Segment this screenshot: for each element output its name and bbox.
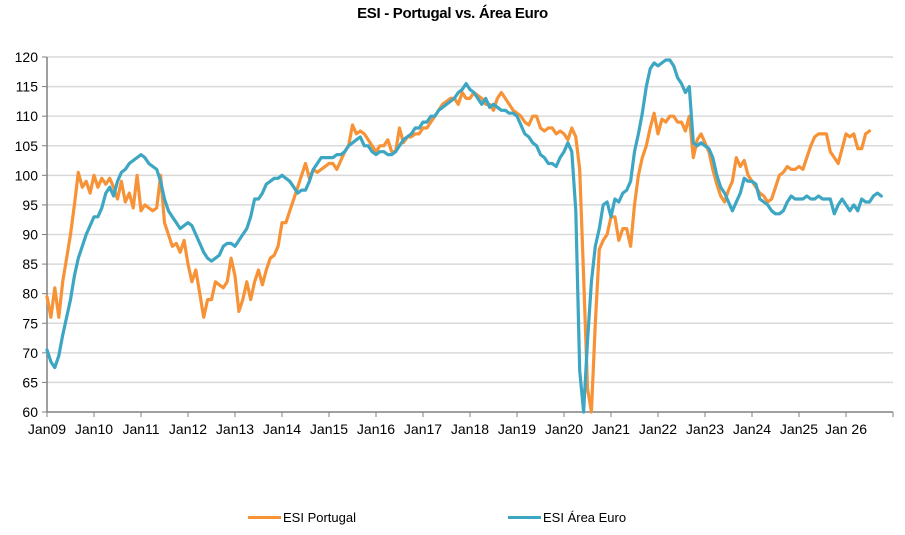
y-tick-label: 90 [22,227,38,243]
legend-swatch-euro [508,516,541,519]
y-tick-label: 105 [15,138,39,154]
y-tick-label: 115 [16,79,39,95]
y-tick-label: 95 [22,197,38,213]
chart-title: ESI - Portugal vs. Área Euro [357,5,548,22]
gridlines [47,56,893,384]
y-tick-label: 110 [16,108,39,124]
x-tick-label: Jan23 [686,421,724,437]
x-tick-label: Jan24 [733,421,771,437]
y-tick-label: 120 [15,49,39,65]
x-tick-label: Jan21 [592,421,630,437]
x-tick-label: Jan09 [28,421,66,437]
legend-swatch-portugal [248,516,281,519]
x-tick-label: Jan15 [310,421,348,437]
x-tick-label: Jan 26 [825,421,867,437]
legend-label-portugal: ESI Portugal [283,510,356,525]
y-tick-label: 75 [22,315,38,331]
series-line-portugal [45,90,872,414]
series-group [45,58,883,414]
x-tick-label: Jan12 [169,421,207,437]
x-tick-label: Jan25 [780,421,818,437]
legend-item-portugal: ESI Portugal [248,510,356,525]
tick-labels: 60 65 70 75 80 85 90 95 100 105 110 115 120 Jan09 Jan1… [15,49,868,437]
y-tick-label: 60 [22,404,38,420]
x-tick-label: Jan18 [451,421,489,437]
legend-item-euro: ESI Área Euro [508,510,626,525]
x-tick-label: Jan17 [404,421,442,437]
y-tick-label: 80 [22,286,38,302]
x-tick-label: Jan10 [75,421,113,437]
x-tick-label: Jan19 [498,421,536,437]
x-tick-label: Jan14 [263,421,301,437]
legend-label-euro: ESI Área Euro [543,510,627,525]
y-tick-label: 65 [22,374,38,390]
y-tick-label: 85 [22,256,38,272]
x-tick-label: Jan20 [545,421,583,437]
y-tick-label: 100 [15,167,39,183]
series-line-euro [45,58,883,414]
y-tick-label: 70 [22,345,38,361]
x-tick-label: Jan11 [122,421,159,437]
x-tick-label: Jan13 [216,421,254,437]
x-tick-label: Jan16 [357,421,395,437]
x-tick-label: Jan22 [639,421,677,437]
